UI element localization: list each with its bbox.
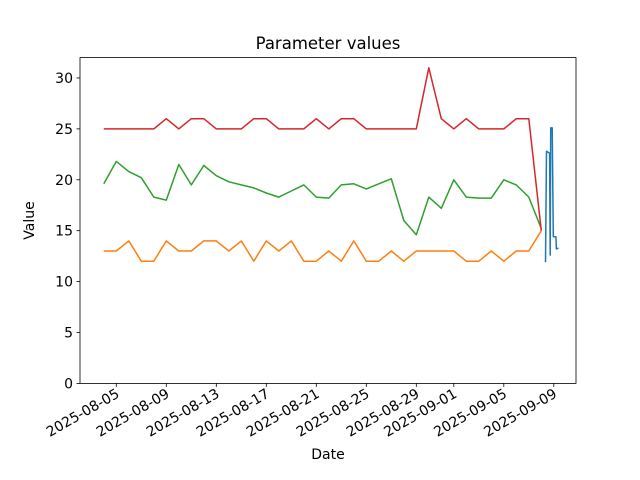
y-tick-label: 30 [55,71,73,87]
chart-title: Parameter values [256,34,401,53]
y-tick-label: 20 [55,173,73,189]
line-series-green [103,160,542,236]
y-axis: 0 5 10 15 20 25 30 [55,71,80,392]
y-axis-label: Value [22,201,38,239]
x-axis-label: Date [311,447,344,463]
line-series-red [103,67,543,231]
x-axis: 2025-08-052025-08-092025-08-132025-08-17… [44,383,560,441]
line-series-orange [103,230,542,262]
y-tick-label: 5 [64,325,73,341]
y-tick-label: 25 [55,122,73,138]
plot-border [79,57,577,384]
y-tick-label: 10 [55,275,73,291]
line-series-blue [544,127,559,263]
y-tick-label: 15 [55,224,73,240]
y-tick-label: 0 [64,376,73,392]
plot-area [103,67,559,263]
